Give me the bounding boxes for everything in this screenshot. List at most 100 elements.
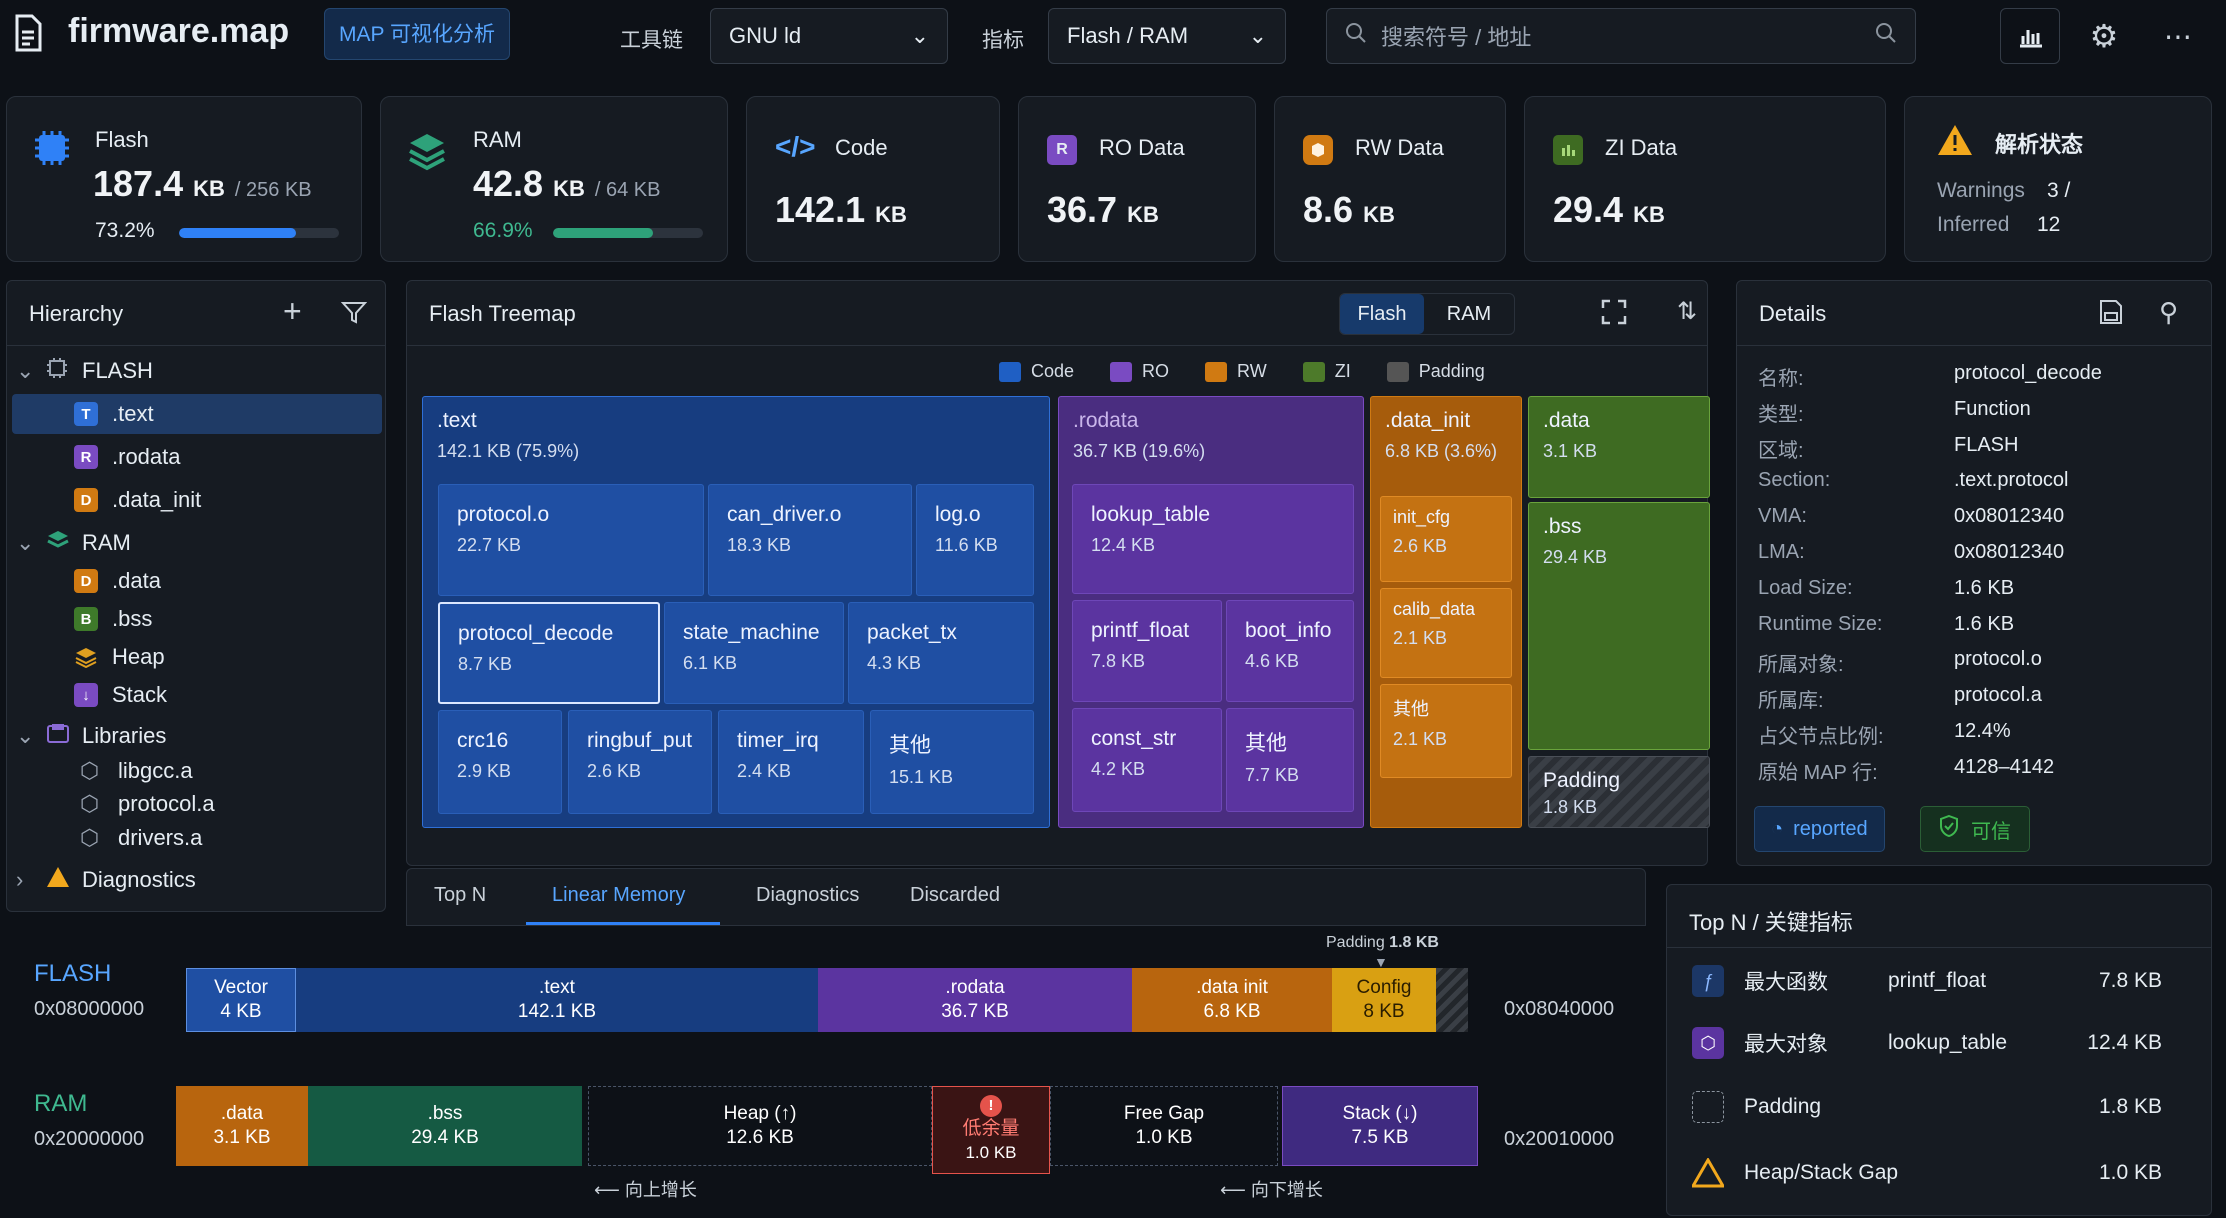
seg-config[interactable]: Config 8 KB [1332, 968, 1436, 1032]
tree-item-libraries[interactable]: ⌄ Libraries [16, 716, 388, 756]
kpi-code[interactable]: </> Code 142.1 KB [746, 96, 1000, 262]
details-row: VMA: 0x08012340 [1758, 505, 2064, 528]
treemap-cell[interactable]: const_str 4.2 KB [1072, 708, 1222, 812]
pin-icon[interactable]: ⚲ [2159, 297, 2179, 327]
treemap-cell-name: 其他 [1393, 699, 1429, 719]
tab-flash[interactable]: Flash [1340, 294, 1424, 334]
chevron-down-icon: ⌄ [16, 358, 35, 383]
tree-item-label: protocol.a [118, 791, 215, 816]
tree-item-data[interactable]: D .data [16, 561, 388, 601]
treemap-bss[interactable]: .bss 29.4 KB [1528, 502, 1710, 750]
kpi-label: ZI Data [1605, 135, 1678, 160]
treemap-cell[interactable]: protocol.o 22.7 KB [438, 484, 704, 596]
tree-item-data-init[interactable]: D .data_init [16, 480, 388, 520]
seg-ram-bss[interactable]: .bss 29.4 KB [308, 1086, 582, 1166]
app-badge[interactable]: MAP 可视化分析 [324, 8, 510, 60]
layers-icon [46, 529, 82, 557]
topn-row-padding[interactable]: Padding 1.8 KB [1668, 1074, 2192, 1140]
tree-item-diagnostics[interactable]: › Diagnostics [16, 860, 388, 900]
filter-icon[interactable] [340, 301, 368, 330]
tab-discarded[interactable]: Discarded [910, 884, 1001, 906]
add-icon[interactable]: + [283, 293, 302, 329]
save-icon[interactable] [2099, 299, 2123, 330]
treemap-cell[interactable]: state_machine 6.1 KB [664, 602, 844, 704]
treemap-cell[interactable]: 其他 2.1 KB [1380, 684, 1512, 778]
settings-button[interactable]: ⚙ [2074, 8, 2134, 64]
tab-topn[interactable]: Top N [434, 884, 487, 906]
seg-rodata[interactable]: .rodata 36.7 KB [818, 968, 1132, 1032]
seg-free-gap[interactable]: Free Gap 1.0 KB [1050, 1086, 1278, 1166]
treemap-cell[interactable]: 其他 7.7 KB [1226, 708, 1354, 812]
metric-select[interactable]: Flash / RAM ⌄ [1048, 8, 1286, 64]
tree-item-ram[interactable]: ⌄ RAM [16, 523, 388, 563]
seg-data-init[interactable]: .data init 6.8 KB [1132, 968, 1332, 1032]
search-submit-icon[interactable] [1875, 22, 1897, 50]
expand-icon[interactable] [1601, 299, 1627, 330]
chart-button[interactable] [2000, 8, 2060, 64]
tree-item-drivers[interactable]: ⬡ drivers.a [16, 818, 388, 858]
seg-vector[interactable]: Vector 4 KB [186, 968, 296, 1032]
chevron-down-icon: ⌄ [16, 530, 35, 555]
treemap-cell[interactable]: 其他 15.1 KB [870, 710, 1034, 814]
seg-heap[interactable]: Heap (↑) 12.6 KB [588, 1086, 932, 1166]
seg-stack[interactable]: Stack (↓) 7.5 KB [1282, 1086, 1478, 1166]
sort-icon[interactable]: ⇅ [1677, 298, 1698, 325]
details-key: 所属对象: [1758, 654, 1844, 677]
treemap-cell[interactable]: crc16 2.9 KB [438, 710, 562, 814]
treemap-cell[interactable]: lookup_table 12.4 KB [1072, 484, 1354, 594]
toolchain-select[interactable]: GNU ld ⌄ [710, 8, 948, 64]
tree-item-flash[interactable]: ⌄ FLASH [16, 351, 388, 391]
treemap-cell[interactable]: can_driver.o 18.3 KB [708, 484, 912, 596]
treemap-cell-name: lookup_table [1091, 503, 1211, 526]
treemap-cell-name: ringbuf_put [587, 729, 693, 752]
treemap-cell[interactable]: protocol_decode 8.7 KB [438, 602, 660, 704]
kpi-zidata[interactable]: ZI Data 29.4 KB [1524, 96, 1886, 262]
treemap-cell-name: timer_irq [737, 729, 819, 752]
tree-item-text[interactable]: T .text [12, 394, 382, 434]
trusted-badge[interactable]: 可信 [1920, 806, 2030, 852]
search-input[interactable]: 搜索符号 / 地址 [1326, 8, 1916, 64]
more-button[interactable]: ⋯ [2148, 8, 2208, 64]
tree-item-bss[interactable]: B .bss [16, 599, 388, 639]
tab-linear-memory[interactable]: Linear Memory [552, 884, 686, 906]
kpi-parse-status[interactable]: 解析状态 Warnings 3 / Inferred 12 [1904, 96, 2212, 262]
chevron-down-icon: ⌄ [1248, 23, 1267, 48]
seg-ram-data[interactable]: .data 3.1 KB [176, 1086, 308, 1166]
tab-diagnostics[interactable]: Diagnostics [756, 884, 860, 906]
function-icon: ƒ [1692, 965, 1724, 997]
kpi-flash[interactable]: Flash 187.4 KB / 256 KB 73.2% [6, 96, 362, 262]
seg-low-margin[interactable]: ! 低余量 1.0 KB [932, 1086, 1050, 1174]
details-row: 所属库: protocol.a [1758, 684, 2042, 713]
seg-text[interactable]: .text 142.1 KB [296, 968, 818, 1032]
treemap-data[interactable]: .data 3.1 KB [1528, 396, 1710, 498]
treemap-padding[interactable]: Padding 1.8 KB [1528, 756, 1710, 828]
topn-row-object[interactable]: ⬡ 最大对象 lookup_table 12.4 KB [1668, 1010, 2192, 1076]
kpi-rwdata[interactable]: RW Data 8.6 KB [1274, 96, 1506, 262]
treemap-cell-size: 8.7 KB [458, 654, 513, 674]
tab-ram[interactable]: RAM [1446, 302, 1492, 325]
kpi-ram[interactable]: RAM 42.8 KB / 64 KB 66.9% [380, 96, 728, 262]
kpi-label: RAM [473, 127, 522, 152]
treemap-cell[interactable]: printf_float 7.8 KB [1072, 600, 1222, 702]
tree-item-libgcc[interactable]: ⬡ libgcc.a [16, 751, 388, 791]
tree-item-stack[interactable]: ↓ Stack [16, 675, 388, 715]
treemap-cell[interactable]: timer_irq 2.4 KB [718, 710, 864, 814]
treemap-cell[interactable]: ringbuf_put 2.6 KB [568, 710, 712, 814]
details-key: Load Size: [1758, 576, 1853, 599]
details-key: 区域: [1758, 439, 1804, 462]
treemap-cell[interactable]: log.o 11.6 KB [916, 484, 1034, 596]
tree-item-heap[interactable]: Heap [16, 637, 388, 677]
kpi-rodata[interactable]: R RO Data 36.7 KB [1018, 96, 1256, 262]
topn-row-function[interactable]: ƒ 最大函数 printf_float 7.8 KB [1668, 948, 2192, 1014]
alert-icon: ! [980, 1095, 1002, 1117]
treemap-cell[interactable]: calib_data 2.1 KB [1380, 588, 1512, 678]
treemap-cell[interactable]: boot_info 4.6 KB [1226, 600, 1354, 702]
tree-item-label: drivers.a [118, 825, 203, 850]
tree-item-rodata[interactable]: R .rodata [16, 437, 388, 477]
treemap-cell[interactable]: init_cfg 2.6 KB [1380, 496, 1512, 582]
tree-item-protocol-lib[interactable]: ⬡ protocol.a [16, 784, 388, 824]
treemap-cell[interactable]: packet_tx 4.3 KB [848, 602, 1034, 704]
reported-badge[interactable]: ◔ reported [1754, 806, 1885, 852]
topn-row-gap[interactable]: Heap/Stack Gap 1.0 KB [1668, 1140, 2192, 1206]
seg-padding[interactable] [1436, 968, 1468, 1032]
